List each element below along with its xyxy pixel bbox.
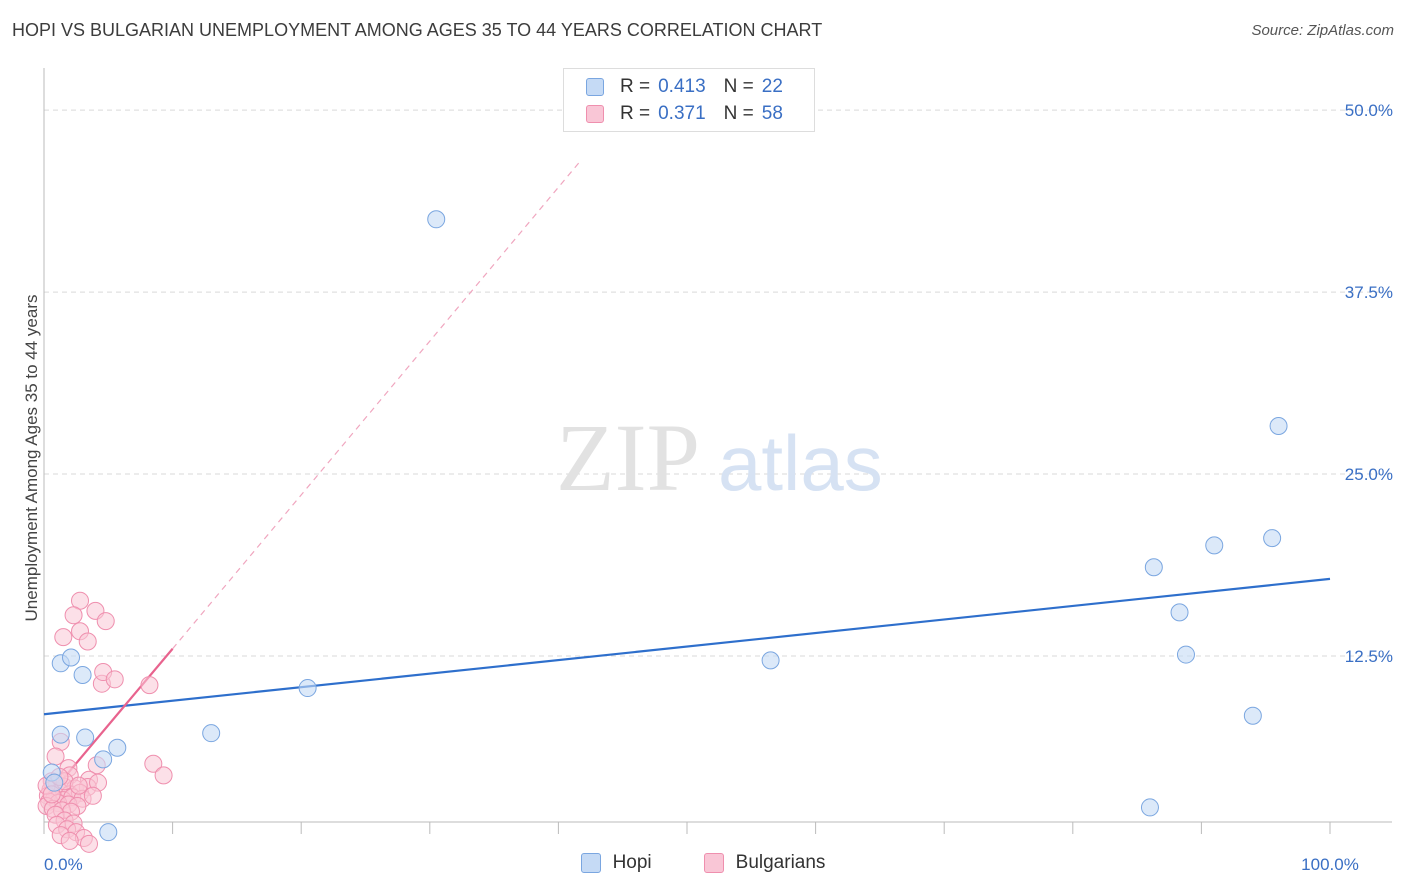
y-axis-label: Unemployment Among Ages 35 to 44 years (22, 295, 41, 622)
bulgarians-r-label: R = (620, 103, 651, 124)
hopi-point (1263, 529, 1282, 548)
hopi-point (108, 738, 127, 757)
bulgarians-point (105, 670, 124, 689)
hopi-point (99, 823, 118, 842)
chart-title: HOPI VS BULGARIAN UNEMPLOYMENT AMONG AGE… (12, 20, 823, 40)
bulgarians-point (78, 632, 97, 651)
y-tick-label: 37.5% (1345, 283, 1393, 302)
hopi-point (1269, 417, 1288, 436)
bulgarians-trend-extension (172, 159, 583, 650)
hopi-legend-label: Hopi (612, 852, 652, 873)
bulgarians-swatch (586, 105, 604, 123)
hopi-point (76, 728, 95, 747)
hopi-n-label: N = (723, 76, 754, 97)
hopi-r-label: R = (620, 76, 651, 97)
hopi-point (45, 773, 64, 792)
bulgarians-point (144, 754, 163, 773)
hopi-point (427, 210, 446, 229)
y-tick-label: 12.5% (1345, 647, 1393, 666)
hopi-point (1243, 706, 1262, 725)
watermark: ZIP atlas (556, 404, 883, 511)
bulgarians-point (80, 834, 99, 853)
bulgarians-point (83, 786, 102, 805)
legend-item-bulgarians: Bulgarians (703, 852, 826, 874)
legend-row-bulgarians: R = 0.371 N = 58 (586, 103, 783, 125)
correlation-legend: R = 0.413 N = 22 R = 0.371 N = 58 (563, 68, 815, 132)
bulgarians-n-value: 58 (761, 103, 783, 124)
hopi-point (94, 750, 113, 769)
x-tick-label: 0.0% (44, 855, 83, 874)
hopi-point (1170, 603, 1189, 622)
hopi-n-value: 22 (761, 76, 783, 97)
hopi-r-value: 0.413 (658, 76, 706, 97)
hopi-point (1144, 558, 1163, 577)
axes (43, 68, 1392, 834)
y-tick-label: 50.0% (1345, 101, 1393, 120)
bulgarians-legend-swatch (703, 853, 724, 873)
bulgarians-point (69, 776, 88, 795)
bulgarians-point (60, 831, 79, 850)
data-points (37, 210, 1288, 853)
hopi-point (1176, 645, 1195, 664)
hopi-legend-swatch (580, 853, 601, 873)
bulgarians-n-label: N = (723, 103, 754, 124)
hopi-point (761, 651, 780, 670)
tick-labels: 12.5% 25.0% 37.5% 50.0% 0.0% 100.0% (44, 101, 1393, 874)
y-tick-label: 25.0% (1345, 465, 1393, 484)
gridlines (44, 109, 1392, 657)
bulgarians-r-value: 0.371 (658, 103, 706, 124)
bulgarians-legend-label: Bulgarians (735, 852, 826, 873)
source-label: Source: ZipAtlas.com (1251, 22, 1394, 39)
bulgarians-point (140, 676, 159, 695)
bulgarians-point (54, 628, 73, 647)
watermark-atlas: atlas (718, 419, 883, 507)
bulgarians-point (154, 766, 173, 785)
hopi-point (1205, 536, 1224, 555)
hopi-point (62, 648, 81, 667)
legend-row-hopi: R = 0.413 N = 22 (586, 76, 783, 98)
hopi-point (1140, 798, 1159, 817)
x-tick-label: 100.0% (1301, 855, 1359, 874)
legend-item-hopi: Hopi (580, 852, 652, 874)
hopi-point (298, 679, 317, 698)
hopi-trend-line (43, 577, 1331, 716)
bulgarians-point (96, 612, 115, 631)
hopi-point (51, 725, 70, 744)
hopi-point (202, 724, 221, 743)
hopi-point (73, 665, 92, 684)
hopi-swatch (586, 78, 604, 96)
watermark-zip: ZIP (556, 404, 700, 511)
bulgarians-point (64, 606, 83, 625)
series-legend: Hopi Bulgarians (0, 852, 1406, 874)
